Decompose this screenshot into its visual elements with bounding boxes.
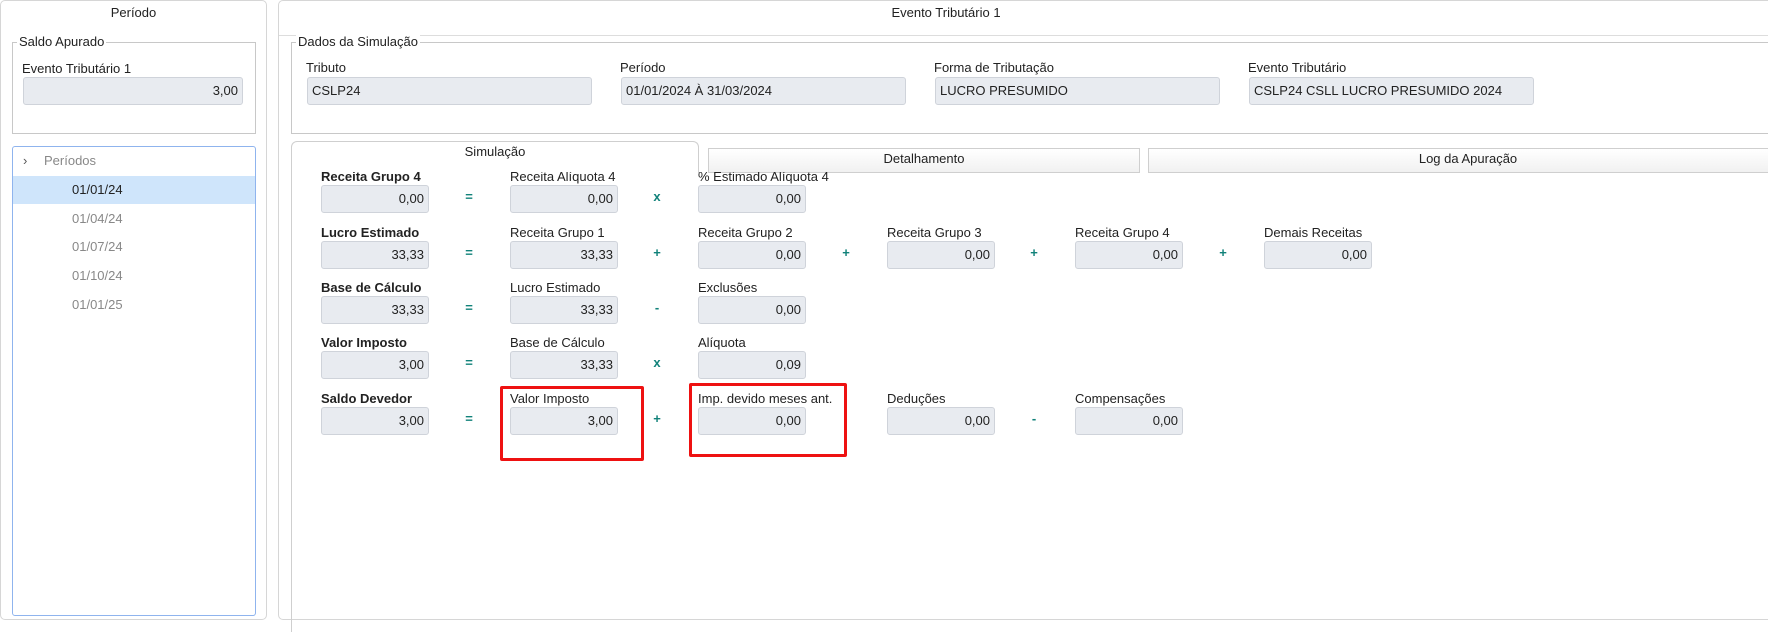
term-field[interactable]: 0,00 [887,407,995,435]
dados-simulacao-legend: Dados da Simulação [296,34,420,49]
row-result-label: Base de Cálculo [321,280,422,295]
dados-field-label: Período [620,60,666,75]
operator: - [1031,411,1037,426]
row-result-label: Lucro Estimado [321,225,420,240]
tree-item-period[interactable]: 01/07/24 [13,233,255,261]
term-field[interactable]: 0,00 [698,241,806,269]
row-result-label: Receita Grupo 4 [321,172,421,184]
row-result-label: Saldo Devedor [321,391,413,406]
operator: - [654,300,660,315]
term-field[interactable]: 0,00 [1075,241,1183,269]
tree-item-label: 01/10/24 [72,268,123,284]
equals-operator: = [465,411,473,426]
operator: + [653,245,661,260]
tab-log-da-apura-o[interactable]: Log da Apuração [1148,148,1768,173]
term-label: Imp. devido meses ant. [698,391,833,406]
saldo-evento-field[interactable]: 3,00 [23,77,243,105]
dados-field-input[interactable]: LUCRO PRESUMIDO [935,77,1220,105]
term-label: Receita Grupo 4 [1075,225,1170,240]
term-label: Receita Grupo 1 [510,225,605,240]
dados-simulacao-group: Dados da Simulação Tributo CSLP24 Período 0… [291,34,1768,134]
term-field[interactable]: 0,00 [698,407,806,435]
periods-tree[interactable]: › Períodos 01/01/24 01/04/24 01/07/24 01/10… [12,146,256,616]
term-field[interactable]: 0,09 [698,351,806,379]
term-label: Alíquota [698,335,746,350]
simulacao-content: Receita Grupo 4 0,00 = Receita Alíquota 4 0,… [291,172,1768,632]
term-field[interactable]: 0,00 [887,241,995,269]
dados-field-input[interactable]: 01/01/2024 À 31/03/2024 [621,77,906,105]
tree-item-label: 01/01/25 [72,296,123,312]
term-label: Exclusões [698,280,758,295]
term-label: % Estimado Alíquota 4 [698,172,829,184]
equals-operator: = [465,189,473,204]
tree-item-label: 01/04/24 [72,210,123,226]
evento-panel: Evento Tributário 1 Dados da Simulação T… [278,0,1768,632]
dados-field-label: Evento Tributário [1248,60,1347,75]
term-label: Lucro Estimado [510,280,601,295]
row-result-field[interactable]: 33,33 [321,241,429,269]
tree-item-period[interactable]: 01/01/24 [13,176,255,204]
operator: x [653,189,661,204]
term-field[interactable]: 0,00 [510,185,618,213]
term-field[interactable]: 0,00 [698,296,806,324]
tree-item-label: 01/07/24 [72,239,123,255]
highlight-box [689,383,847,457]
highlight-box [500,386,644,461]
term-field[interactable]: 0,00 [1075,407,1183,435]
tab-detalhamento[interactable]: Detalhamento [708,148,1140,173]
period-panel-title: Período [110,5,157,20]
dados-field-input[interactable]: CSLP24 [307,77,592,105]
saldo-evento-label: Evento Tributário 1 [22,61,132,76]
term-label: Receita Alíquota 4 [510,172,616,184]
evento-panel-title: Evento Tributário 1 [891,5,1001,20]
operator: + [842,245,850,260]
term-label: Receita Grupo 2 [698,225,793,240]
term-label: Deduções [887,391,946,406]
term-label: Receita Grupo 3 [887,225,982,240]
tree-item-period[interactable]: 01/01/25 [13,291,255,319]
row-result-field[interactable]: 3,00 [321,351,429,379]
dados-field-label: Tributo [306,60,346,75]
equals-operator: = [465,245,473,260]
chevron-right-icon[interactable]: › [23,153,28,168]
operator: + [1219,245,1227,260]
term-field[interactable]: 0,00 [698,185,806,213]
operator: + [1030,245,1038,260]
term-field[interactable]: 0,00 [1264,241,1372,269]
operator: + [653,411,661,426]
row-result-field[interactable]: 3,00 [321,407,429,435]
term-label: Demais Receitas [1264,225,1363,240]
tab-simula-o[interactable]: Simulação [291,141,699,173]
saldo-apurado-group: Saldo Apurado Evento Tributário 1 3,00 [12,34,256,134]
term-label: Compensações [1075,391,1166,406]
equals-operator: = [465,355,473,370]
row-result-field[interactable]: 33,33 [321,296,429,324]
tree-item-period[interactable]: 01/10/24 [13,262,255,290]
operator: x [653,355,661,370]
term-field[interactable]: 33,33 [510,296,618,324]
dados-field-label: Forma de Tributação [934,60,1054,75]
equals-operator: = [465,300,473,315]
row-result-field[interactable]: 0,00 [321,185,429,213]
term-label: Base de Cálculo [510,335,605,350]
tree-item-label: 01/01/24 [72,182,123,197]
term-field[interactable]: 3,00 [510,407,618,435]
term-label: Valor Imposto [510,391,590,406]
dados-field-input[interactable]: CSLP24 CSLL LUCRO PRESUMIDO 2024 [1249,77,1534,105]
term-field[interactable]: 33,33 [510,241,618,269]
tree-item-period[interactable]: 01/04/24 [13,205,255,233]
divider [279,35,1768,36]
saldo-apurado-legend: Saldo Apurado [17,34,107,49]
term-field[interactable]: 33,33 [510,351,618,379]
row-result-label: Valor Imposto [321,335,407,350]
period-panel: Período Saldo Apurado Evento Tributário … [0,0,267,620]
tree-root-periodos[interactable]: › Períodos [13,147,255,175]
